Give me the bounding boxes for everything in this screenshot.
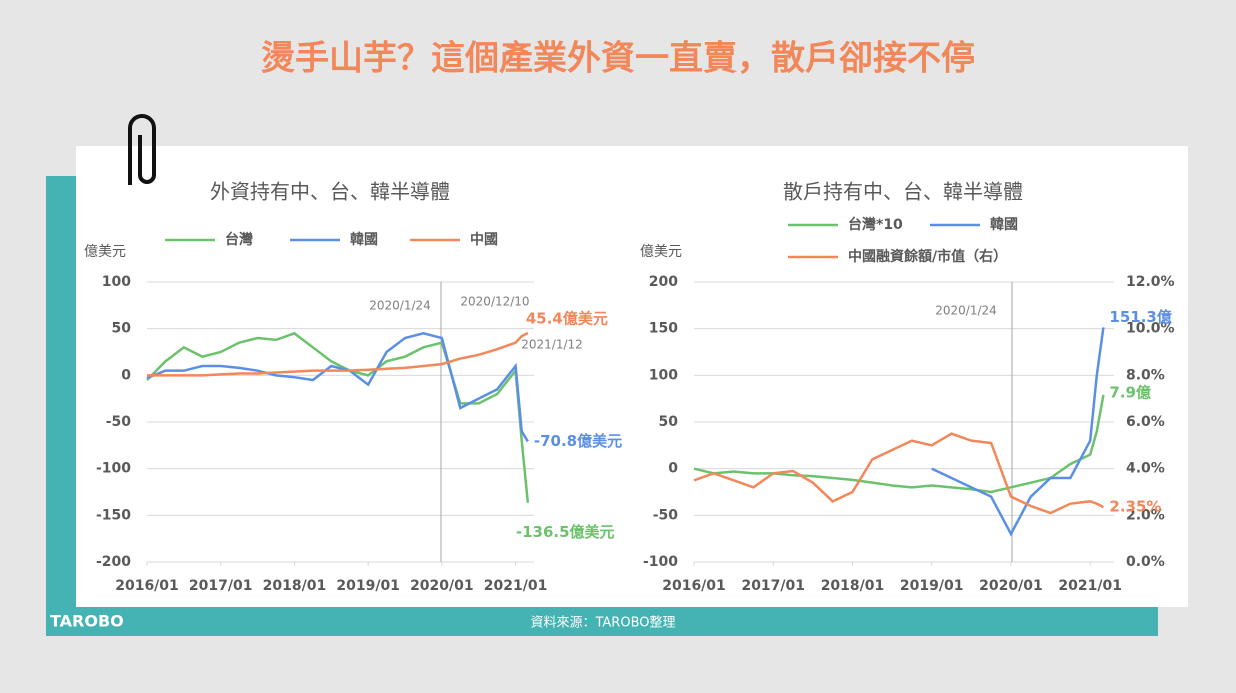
x-tick-label: 2017/01 [741, 578, 805, 594]
x-tick-label: 2019/01 [336, 578, 400, 594]
x-tick-label: 2017/01 [189, 578, 253, 594]
legend-label: 韓國 [350, 231, 378, 248]
y-tick-label: 100 [102, 274, 131, 290]
y-tick-label: -50 [653, 507, 679, 523]
y2-tick-label: 0.0% [1126, 554, 1165, 570]
logo: TAROBO [50, 612, 124, 631]
y2-tick-label: 8.0% [1126, 367, 1165, 383]
series-line [147, 331, 529, 377]
x-tick-label: 2018/01 [263, 578, 327, 594]
x-tick-label: 2016/01 [115, 578, 179, 594]
series-line [693, 432, 1104, 515]
legend-label: 台灣 [225, 231, 253, 248]
legend-label: 中國 [470, 231, 498, 248]
y-axis-label: 億美元 [84, 244, 126, 260]
end-label: 7.9億 [1109, 383, 1151, 401]
y2-tick-label: 12.0% [1126, 274, 1175, 290]
annotation: 2020/1/24 [935, 304, 997, 318]
y-tick-label: -200 [96, 554, 131, 570]
y-tick-label: 0 [121, 367, 131, 383]
y2-tick-label: 4.0% [1126, 461, 1165, 477]
end-label: -70.8億美元 [534, 432, 622, 450]
y-tick-label: 200 [649, 274, 678, 290]
x-tick-label: 2020/01 [979, 578, 1043, 594]
y2-tick-label: 6.0% [1126, 414, 1165, 430]
y-tick-label: 100 [649, 367, 678, 383]
chart-title: 外資持有中、台、韓半導體 [210, 180, 450, 204]
legend-label: 台灣*10 [848, 216, 903, 233]
annotation: 2020/12/10 [460, 295, 529, 309]
y-tick-label: -50 [106, 414, 132, 430]
x-tick-label: 2021/01 [484, 578, 548, 594]
annotation: 2020/1/24 [369, 299, 431, 313]
x-tick-label: 2019/01 [900, 578, 964, 594]
y2-tick-label: 10.0% [1126, 321, 1175, 337]
x-tick-label: 2020/01 [410, 578, 474, 594]
end-label: -136.5億美元 [516, 523, 615, 541]
y-tick-label: -150 [96, 507, 131, 523]
end-label: 2.35% [1109, 498, 1161, 516]
y-tick-label: 50 [112, 321, 132, 337]
y-tick-label: 0 [668, 461, 678, 477]
source: 資料來源：TAROBO整理 [530, 616, 675, 631]
y-tick-label: 150 [649, 321, 678, 337]
y-tick-label: 50 [659, 414, 679, 430]
annotation: 2021/1/12 [521, 338, 583, 352]
y-axis-label: 億美元 [640, 244, 682, 260]
page-title: 燙手山芋？這個產業外資一直賣，散戶卻接不停 [261, 39, 975, 79]
y-tick-label: -100 [643, 554, 678, 570]
panel [76, 146, 1188, 607]
end-label: 45.4億美元 [526, 309, 608, 327]
x-tick-label: 2018/01 [821, 578, 885, 594]
clip-icon [128, 114, 156, 185]
chart-title: 散戶持有中、台、韓半導體 [783, 180, 1023, 204]
series-line [693, 394, 1105, 494]
legend-label: 中國融資餘額/市值（右） [848, 248, 1007, 265]
x-tick-label: 2021/01 [1058, 578, 1122, 594]
x-tick-label: 2016/01 [662, 578, 726, 594]
y-tick-label: -100 [96, 461, 131, 477]
series-line [931, 327, 1105, 537]
legend-label: 韓國 [990, 216, 1018, 233]
end-label: 151.3億 [1109, 308, 1171, 326]
y2-tick-label: 2.0% [1126, 507, 1165, 523]
